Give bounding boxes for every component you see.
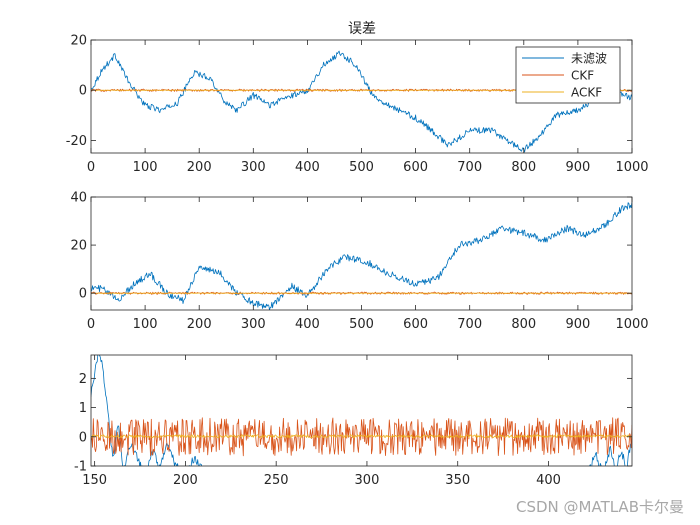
axes-frame [90, 354, 633, 467]
watermark: CSDN @MATLAB卡尔曼 [516, 498, 684, 516]
y-tick-label: 2 [79, 372, 87, 387]
series-line-ckf [91, 291, 632, 295]
x-tick-label: 500 [349, 317, 374, 332]
legend-label-unfiltered: 未滤波 [571, 52, 607, 66]
x-tick-label: 300 [241, 160, 266, 175]
series-line-unfiltered [91, 50, 632, 153]
x-tick-label: 0 [87, 317, 95, 332]
subplot-2-error-axes: 0 100 200 300 400 500 600 700 800 900 1000 0 20 40 [70, 191, 648, 333]
x-tick-label: 900 [565, 160, 590, 175]
subplot-3-zoomed-axes: 150 200 250 300 350 400 -1 0 1 2 [74, 354, 633, 488]
y-tick-label: -20 [66, 134, 87, 149]
x-tick-label: 900 [565, 317, 590, 332]
x-tick-label: 400 [295, 160, 320, 175]
x-tick-label: 250 [264, 473, 289, 488]
legend-label-ackf: ACKF [571, 86, 602, 100]
x-tick-label: 800 [511, 160, 536, 175]
x-tick-label: 800 [511, 317, 536, 332]
x-tick-label: 600 [403, 317, 428, 332]
series-line-ckf [91, 417, 632, 457]
x-tick-label: 300 [241, 317, 266, 332]
legend: 未滤波 CKF ACKF [515, 46, 621, 104]
x-tick-label: 600 [403, 160, 428, 175]
x-tick-label: 350 [445, 473, 470, 488]
x-tick-label: 150 [82, 473, 107, 488]
x-tick-label: 100 [133, 317, 158, 332]
y-tick-label: 40 [70, 191, 87, 206]
x-tick-label: 100 [133, 160, 158, 175]
x-tick-label: 300 [355, 473, 380, 488]
y-tick-label: 0 [79, 287, 87, 302]
x-tick-label: 400 [536, 473, 561, 488]
y-tick-label: -1 [74, 460, 87, 475]
legend-box [515, 46, 621, 104]
plot-area [91, 197, 632, 310]
x-tick-label: 700 [457, 160, 482, 175]
x-tick-label: 200 [173, 473, 198, 488]
figure-title: 误差 [348, 21, 376, 37]
x-tick-label: 400 [295, 317, 320, 332]
subplot-1-error-axes: 0 100 200 300 400 500 600 700 800 900 1000-20020未滤… [66, 34, 649, 176]
x-tick-label: 0 [87, 160, 95, 175]
y-tick-label: 0 [79, 430, 87, 445]
x-tick-label: 200 [187, 160, 212, 175]
legend-label-ckf: CKF [571, 69, 594, 83]
x-tick-label: 1000 [615, 160, 648, 175]
x-tick-label: 1000 [615, 317, 648, 332]
x-tick-label: 700 [457, 317, 482, 332]
y-tick-label: 1 [79, 401, 87, 416]
x-tick-label: 200 [187, 317, 212, 332]
y-tick-label: 20 [70, 239, 87, 254]
y-tick-label: 0 [79, 84, 87, 99]
series-line-unfiltered [91, 201, 632, 310]
y-tick-label: 20 [70, 34, 87, 49]
series-line-ackf [91, 434, 632, 439]
x-tick-label: 500 [349, 160, 374, 175]
